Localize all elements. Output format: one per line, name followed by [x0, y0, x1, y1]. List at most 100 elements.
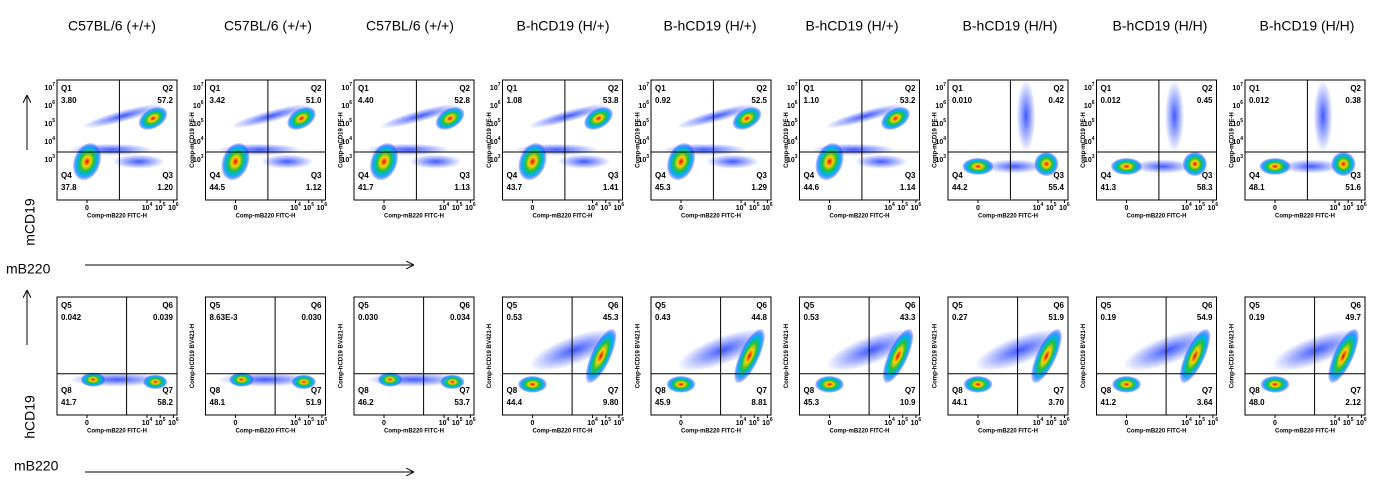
plot	[56, 79, 178, 201]
column-title: C57BL/6 (+/+)	[68, 18, 156, 34]
quadrant-name: Q3	[1053, 171, 1064, 180]
quadrant-value: 3.42	[210, 96, 226, 105]
tick-base: 10	[1356, 420, 1364, 427]
tick-label: 103	[193, 154, 204, 164]
tick-base: 10	[439, 420, 447, 427]
tick-base: 10	[142, 420, 150, 427]
tick-base: 10	[638, 85, 646, 92]
tick-label: 105	[1194, 417, 1205, 427]
density	[378, 372, 402, 387]
quadrant-value: 4.40	[358, 96, 374, 105]
tick-exponent: 6	[1240, 100, 1243, 106]
column-title: B-hCD19 (H/H)	[1260, 18, 1355, 34]
tick-label: 103	[787, 154, 798, 164]
tick-base: 10	[736, 205, 744, 212]
tick-label: 106	[614, 417, 625, 427]
tick-base: 10	[490, 139, 498, 146]
tick-base: 10	[193, 157, 201, 164]
tick-label: 106	[1356, 417, 1367, 427]
tick-label: 105	[749, 417, 760, 427]
density	[1313, 80, 1333, 152]
tick-base: 10	[638, 139, 646, 146]
quadrant-name: Q6	[311, 301, 322, 310]
tick-base: 10	[897, 205, 905, 212]
tick-label: 104	[1330, 202, 1341, 212]
quadrant-value: 48.1	[1249, 183, 1265, 192]
tick-label: 105	[897, 417, 908, 427]
tick-exponent: 6	[1364, 202, 1367, 208]
tick-base: 10	[168, 205, 176, 212]
tick-exponent: 5	[1240, 118, 1243, 124]
quadrant-value: 2.12	[1345, 398, 1361, 407]
tick-label: 105	[600, 202, 611, 212]
tick-base: 10	[341, 157, 349, 164]
tick-base: 10	[762, 205, 770, 212]
axis-title: Comp-hCD19 BV421-H	[1230, 324, 1236, 388]
density	[260, 154, 314, 169]
tick-base: 10	[1181, 205, 1189, 212]
tick-base: 10	[1046, 420, 1054, 427]
tick-base: 10	[1343, 420, 1351, 427]
plot-frame	[502, 79, 623, 201]
tick-label: 106	[465, 202, 476, 212]
tick-label: 0	[976, 420, 980, 427]
tick-exponent: 6	[1067, 202, 1070, 208]
density	[1271, 328, 1363, 372]
tick-label: 107	[1084, 82, 1095, 92]
tick-exponent: 4	[1189, 417, 1192, 423]
tick-base: 10	[587, 205, 595, 212]
density	[815, 376, 844, 393]
tick-base: 10	[884, 205, 892, 212]
density	[677, 328, 769, 372]
tick-base: 10	[1084, 85, 1092, 92]
tick-base: 10	[787, 121, 795, 128]
quadrant-name: Q8	[61, 386, 72, 395]
tick-base: 10	[193, 103, 201, 110]
tick-exponent: 7	[1092, 82, 1095, 88]
quadrant-value: 45.3	[804, 398, 820, 407]
density	[1031, 328, 1062, 384]
tick-label: 105	[1343, 202, 1354, 212]
tick-base: 10	[587, 420, 595, 427]
tick-exponent: 4	[447, 202, 450, 208]
tick-label: 104	[1330, 417, 1341, 427]
quadrant-name: Q5	[358, 301, 369, 310]
tick-exponent: 6	[943, 100, 946, 106]
density	[584, 106, 613, 130]
tick-base: 10	[44, 103, 52, 110]
tick-exponent: 3	[349, 154, 352, 160]
plot	[650, 79, 772, 201]
quadrant-name: Q4	[1249, 171, 1260, 180]
tick-base: 10	[1232, 157, 1240, 164]
quadrant-value: 37.8	[61, 183, 77, 192]
tick-exponent: 4	[1041, 202, 1044, 208]
tick-exponent: 4	[150, 417, 153, 423]
tick-exponent: 5	[757, 202, 760, 208]
axis-title: Comp-mB220 FITC-H	[681, 429, 741, 435]
tick-label: 106	[44, 100, 55, 110]
tick-exponent: 5	[1202, 202, 1205, 208]
tick-base: 10	[290, 205, 298, 212]
tick-exponent: 4	[298, 202, 301, 208]
quadrant-value: 0.010	[952, 96, 973, 105]
quadrant-value: 48.1	[210, 398, 226, 407]
quadrant-name: Q3	[608, 171, 619, 180]
plot	[1244, 296, 1366, 416]
tick-base: 10	[911, 205, 919, 212]
quadrant-name: Q2	[459, 84, 470, 93]
quadrant-name: Q8	[655, 386, 666, 395]
tick-label: 105	[1084, 118, 1095, 128]
quadrant-value: 41.3	[1101, 183, 1117, 192]
tick-label: 0	[85, 205, 89, 212]
tick-label: 105	[600, 417, 611, 427]
tick-exponent: 6	[349, 100, 352, 106]
tick-exponent: 6	[621, 417, 624, 423]
tick-label: 107	[193, 82, 204, 92]
tick-base: 10	[303, 420, 311, 427]
tick-exponent: 4	[201, 136, 204, 142]
density	[230, 103, 313, 129]
axis-title: Comp-hCD19 BV421-H	[190, 324, 196, 388]
quadrant-name: Q1	[507, 84, 518, 93]
tick-base: 10	[1084, 121, 1092, 128]
plot	[799, 296, 920, 416]
